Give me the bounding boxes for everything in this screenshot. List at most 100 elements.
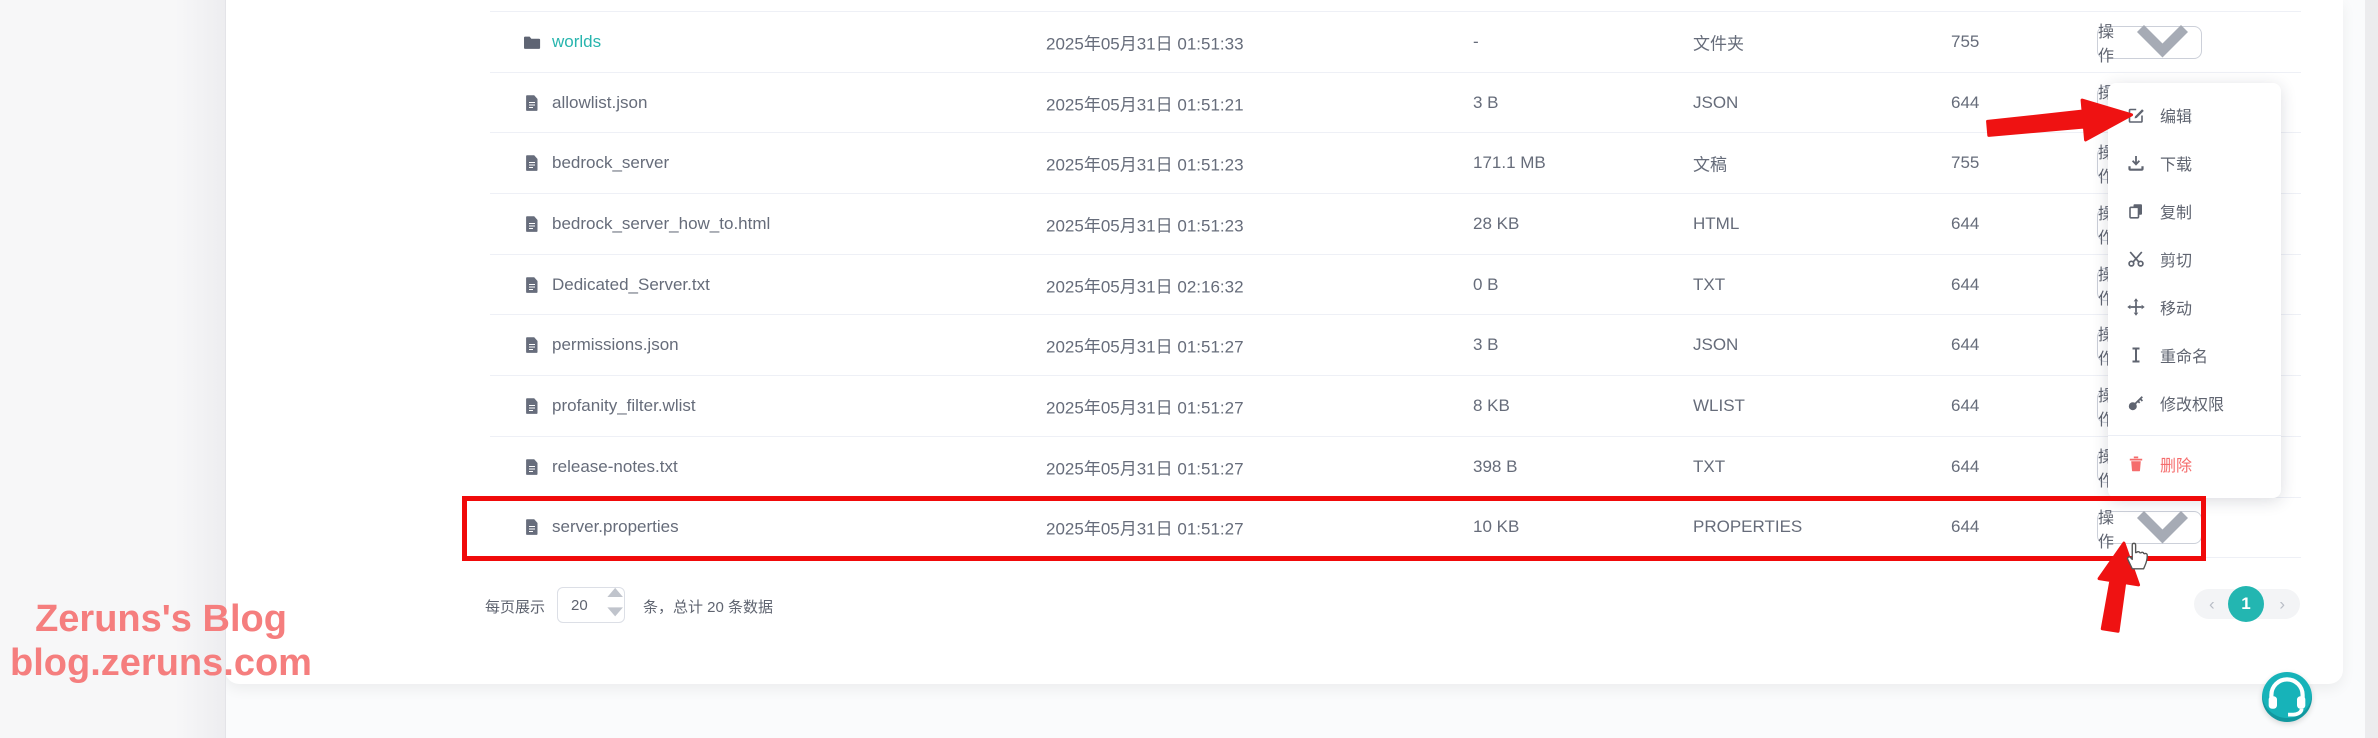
file-type: HTML — [1693, 213, 1740, 233]
file-permissions: 644 — [1951, 274, 1980, 294]
per-page-value: 20 — [571, 596, 588, 614]
dropdown-item-label: 修改权限 — [2160, 397, 2225, 414]
file-size: 3 B — [1473, 92, 1499, 112]
file-name[interactable]: worlds — [552, 31, 602, 51]
file-permissions: 644 — [1951, 456, 1980, 476]
dropdown-item-label: 复制 — [2160, 205, 2193, 222]
file-name[interactable]: release-notes.txt — [552, 456, 678, 476]
per-page-select[interactable]: 20 — [557, 587, 625, 623]
right-edge-strip — [2365, 0, 2378, 738]
file-type: JSON — [1693, 335, 1739, 355]
total-count-text: 条，总计 20 条数据 — [643, 599, 774, 616]
file-icon — [523, 397, 541, 415]
file-name[interactable]: server.properties — [552, 517, 679, 537]
file-modified-date: 2025年05月31日 02:16:32 — [1046, 277, 1244, 297]
file-icon — [523, 94, 541, 112]
file-name[interactable]: Dedicated_Server.txt — [552, 274, 710, 294]
file-size: 171.1 MB — [1473, 153, 1546, 173]
action-dropdown-menu: 编辑 下载 复制 剪切 移动 重命名 修改权限 删除 — [2108, 83, 2281, 498]
dropdown-menu-item[interactable]: 修改权限 — [2108, 379, 2281, 427]
permissions-icon — [2127, 394, 2145, 412]
dropdown-item-label: 删除 — [2160, 458, 2193, 475]
table-row: bedrock_server 2025年05月31日 01:51:23 171.… — [490, 133, 2301, 195]
file-type: TXT — [1693, 274, 1726, 294]
file-size: - — [1473, 31, 1479, 51]
row-action-button[interactable]: 操作 — [2097, 24, 2202, 65]
file-icon — [523, 458, 541, 476]
dropdown-item-label: 重命名 — [2160, 349, 2209, 366]
file-name[interactable]: profanity_filter.wlist — [552, 395, 696, 415]
row-action-button[interactable]: 操作 — [2097, 510, 2202, 551]
dropdown-menu-item[interactable]: 移动 — [2108, 283, 2281, 331]
file-permissions: 644 — [1951, 335, 1980, 355]
file-permissions: 755 — [1951, 153, 1980, 173]
file-modified-date: 2025年05月31日 01:51:23 — [1046, 216, 1244, 236]
copy-icon — [2127, 202, 2145, 220]
chevron-down-icon — [2124, 487, 2201, 569]
current-page-button[interactable]: 1 — [2228, 586, 2264, 622]
file-modified-date: 2025年05月31日 01:51:27 — [1046, 519, 1244, 539]
table-row: release-notes.txt 2025年05月31日 01:51:27 3… — [490, 437, 2301, 498]
file-size: 0 B — [1473, 274, 1499, 294]
file-type: TXT — [1693, 456, 1726, 476]
file-name[interactable]: permissions.json — [552, 335, 679, 355]
file-icon — [523, 215, 541, 233]
headset-icon — [2262, 670, 2312, 725]
dropdown-menu-item[interactable]: 编辑 — [2108, 91, 2281, 139]
dropdown-menu-item[interactable]: 删除 — [2108, 436, 2281, 492]
file-table: worlds 2025年05月31日 01:51:33 - 文件夹 755 操作… — [490, 11, 2301, 559]
left-background-pane — [0, 0, 226, 738]
file-name[interactable]: bedrock_server — [552, 153, 670, 173]
rename-icon — [2127, 346, 2145, 364]
next-page-icon[interactable]: › — [2279, 594, 2285, 614]
file-modified-date: 2025年05月31日 01:51:27 — [1046, 337, 1244, 357]
file-permissions: 644 — [1951, 213, 1980, 233]
file-modified-date: 2025年05月31日 01:51:27 — [1046, 459, 1244, 479]
dropdown-menu-item[interactable]: 重命名 — [2108, 331, 2281, 379]
file-icon — [523, 276, 541, 294]
file-permissions: 755 — [1951, 31, 1980, 51]
support-button[interactable] — [2262, 672, 2312, 722]
file-type: 文件夹 — [1693, 34, 1744, 54]
table-row: allowlist.json 2025年05月31日 01:51:21 3 B … — [490, 73, 2301, 134]
file-type: PROPERTIES — [1693, 517, 1803, 537]
sort-arrows-icon — [588, 584, 624, 625]
dropdown-menu-item[interactable]: 下载 — [2108, 139, 2281, 187]
file-icon — [523, 518, 541, 536]
file-permissions: 644 — [1951, 517, 1980, 537]
action-button-label: 操作 — [2098, 509, 2115, 551]
file-icon — [523, 336, 541, 354]
file-name[interactable]: bedrock_server_how_to.html — [552, 213, 771, 233]
dropdown-item-label: 移动 — [2160, 301, 2193, 318]
table-row: profanity_filter.wlist 2025年05月31日 01:51… — [490, 376, 2301, 437]
file-permissions: 644 — [1951, 92, 1980, 112]
chevron-down-icon — [2124, 1, 2201, 83]
dropdown-item-label: 剪切 — [2160, 253, 2193, 270]
table-row: Dedicated_Server.txt 2025年05月31日 02:16:3… — [490, 255, 2301, 316]
dropdown-menu-item[interactable]: 剪切 — [2108, 235, 2281, 283]
table-row: worlds 2025年05月31日 01:51:33 - 文件夹 755 操作 — [490, 12, 2301, 73]
file-size: 398 B — [1473, 456, 1518, 476]
dropdown-item-label: 编辑 — [2160, 109, 2193, 126]
file-size: 10 KB — [1473, 517, 1520, 537]
delete-icon — [2127, 455, 2145, 473]
per-page-label: 每页展示 — [485, 599, 546, 616]
edit-icon — [2127, 106, 2145, 124]
file-type: WLIST — [1693, 395, 1745, 415]
file-size: 8 KB — [1473, 395, 1510, 415]
file-modified-date: 2025年05月31日 01:51:21 — [1046, 95, 1244, 115]
file-size: 28 KB — [1473, 213, 1520, 233]
file-icon — [523, 154, 541, 172]
file-modified-date: 2025年05月31日 01:51:27 — [1046, 398, 1244, 418]
move-icon — [2127, 298, 2145, 316]
file-size: 3 B — [1473, 335, 1499, 355]
download-icon — [2127, 154, 2145, 172]
file-name[interactable]: allowlist.json — [552, 92, 648, 112]
table-row: server.properties 2025年05月31日 01:51:27 1… — [490, 498, 2301, 559]
table-row: bedrock_server_how_to.html 2025年05月31日 0… — [490, 194, 2301, 255]
dropdown-menu-item[interactable]: 复制 — [2108, 187, 2281, 235]
file-modified-date: 2025年05月31日 01:51:33 — [1046, 34, 1244, 54]
folder-icon — [523, 33, 541, 51]
prev-page-icon[interactable]: ‹ — [2209, 594, 2215, 614]
file-type: 文稿 — [1693, 155, 1727, 175]
